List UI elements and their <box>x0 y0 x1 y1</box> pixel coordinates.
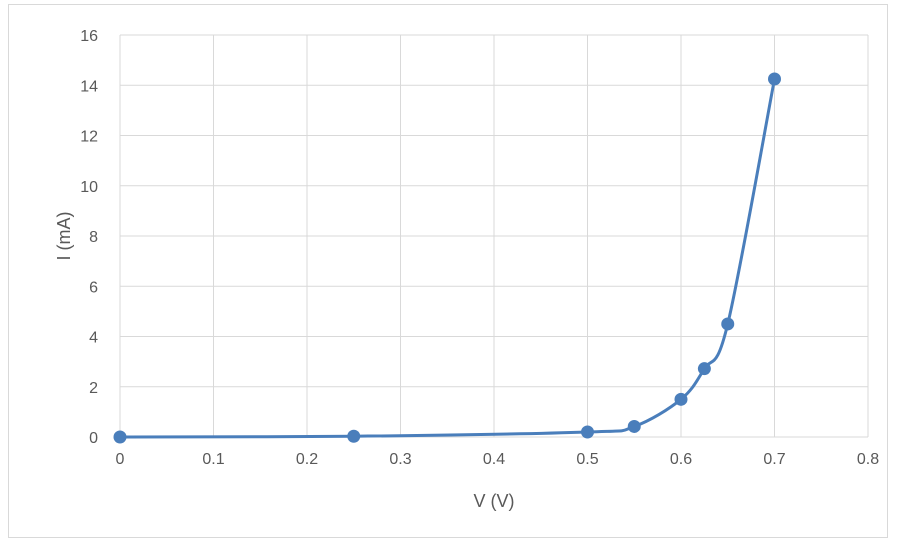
x-axis-ticks: 0 0.1 0.2 0.3 0.4 0.5 0.6 0.7 0.8 <box>116 451 880 468</box>
series-line <box>118 77 776 439</box>
y-tick-label: 0 <box>89 430 98 447</box>
y-tick-label: 2 <box>89 380 98 397</box>
x-tick-label: 0.2 <box>296 451 318 468</box>
x-tick-label: 0.7 <box>763 451 785 468</box>
y-tick-label: 10 <box>80 179 98 196</box>
data-point <box>627 419 641 433</box>
y-tick-label: 16 <box>80 28 98 45</box>
y-tick-label: 8 <box>89 229 98 246</box>
x-tick-label: 0.3 <box>389 451 411 468</box>
y-tick-label: 12 <box>80 129 98 146</box>
y-axis-title: I (mA) <box>54 212 74 261</box>
y-axis-ticks: 0 2 4 6 8 10 12 14 16 <box>80 28 98 447</box>
y-tick-label: 6 <box>89 279 98 296</box>
chart-frame <box>8 4 888 538</box>
x-tick-label: 0.6 <box>670 451 692 468</box>
x-tick-label: 0.8 <box>857 451 879 468</box>
data-point <box>347 429 361 443</box>
x-tick-label: 0.5 <box>576 451 598 468</box>
x-tick-label: 0.4 <box>483 451 505 468</box>
series-layer <box>113 72 781 444</box>
data-point <box>674 392 688 406</box>
x-tick-label: 0 <box>116 451 125 468</box>
gridlines <box>119 34 869 438</box>
data-point <box>768 72 781 86</box>
data-point <box>113 430 127 444</box>
data-point <box>697 362 711 376</box>
x-tick-label: 0.1 <box>202 451 224 468</box>
x-axis-title: V (V) <box>473 491 514 511</box>
y-tick-label: 14 <box>80 78 98 95</box>
data-point <box>581 425 594 439</box>
data-point <box>721 317 735 331</box>
y-tick-label: 4 <box>89 330 98 347</box>
